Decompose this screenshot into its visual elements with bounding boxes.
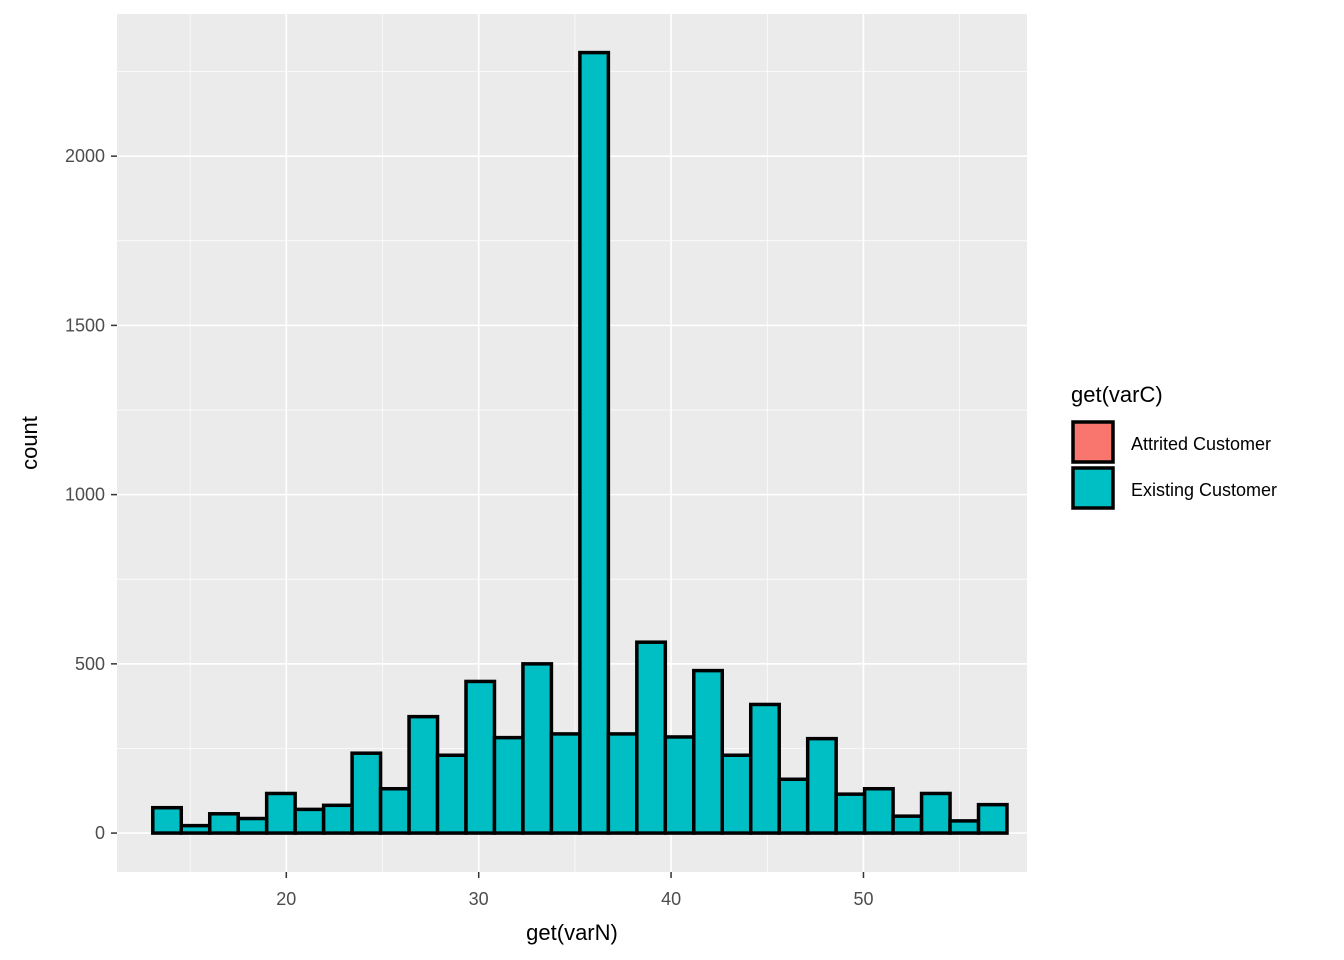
- histogram-bar: [321, 803, 354, 835]
- bars: [151, 50, 1009, 835]
- histogram-bar: [492, 735, 525, 835]
- y-tick-label: 0: [95, 823, 105, 843]
- legend-key: [1071, 466, 1115, 510]
- histogram-bar: [407, 714, 440, 835]
- histogram-bar: [976, 802, 1009, 835]
- x-axis-ticks: 20 30 40 50: [276, 872, 873, 909]
- histogram-bar: [948, 819, 981, 835]
- legend-key: [1071, 420, 1115, 464]
- histogram-bar: [805, 736, 838, 835]
- y-tick-label: 1000: [65, 485, 105, 505]
- histogram-bar: [179, 823, 212, 835]
- y-tick-label: 500: [75, 654, 105, 674]
- histogram-bar: [549, 732, 582, 835]
- histogram-bar: [692, 668, 725, 835]
- histogram-bar: [663, 735, 696, 835]
- histogram-bar: [378, 786, 411, 835]
- histogram-bar: [635, 640, 668, 835]
- y-axis-ticks: 0 500 1000 1500 2000: [65, 146, 117, 843]
- histogram-bar: [919, 791, 952, 835]
- histogram-bar: [350, 751, 383, 835]
- x-tick-label: 30: [469, 889, 489, 909]
- y-tick-label: 2000: [65, 146, 105, 166]
- plot-panel: [117, 14, 1027, 872]
- legend-title: get(varC): [1071, 382, 1163, 407]
- y-tick-label: 1500: [65, 315, 105, 335]
- histogram-bar: [777, 777, 810, 835]
- x-axis-title: get(varN): [526, 920, 618, 945]
- histogram-bar: [862, 786, 895, 835]
- histogram-bar: [207, 812, 240, 835]
- histogram-bar: [435, 753, 468, 835]
- histogram-bar: [891, 814, 924, 835]
- histogram-bar: [151, 805, 184, 835]
- histogram-bar: [834, 792, 867, 835]
- x-tick-label: 40: [661, 889, 681, 909]
- histogram-bar: [264, 791, 297, 835]
- histogram-bar: [464, 679, 497, 835]
- legend: get(varC) Attrited Customer Existing Cust…: [1071, 382, 1277, 510]
- histogram-bar: [578, 50, 611, 835]
- legend-label: Existing Customer: [1131, 480, 1277, 500]
- y-axis-title: count: [17, 416, 42, 470]
- histogram-bar: [521, 662, 554, 835]
- x-tick-label: 50: [853, 889, 873, 909]
- legend-label: Attrited Customer: [1131, 434, 1271, 454]
- x-tick-label: 20: [276, 889, 296, 909]
- histogram-bar: [293, 807, 326, 835]
- histogram-bar: [748, 702, 781, 835]
- legend-items: Attrited Customer Existing Customer: [1071, 420, 1277, 510]
- histogram-bar: [606, 732, 639, 835]
- histogram-bar: [236, 816, 269, 835]
- histogram-bar: [720, 753, 753, 835]
